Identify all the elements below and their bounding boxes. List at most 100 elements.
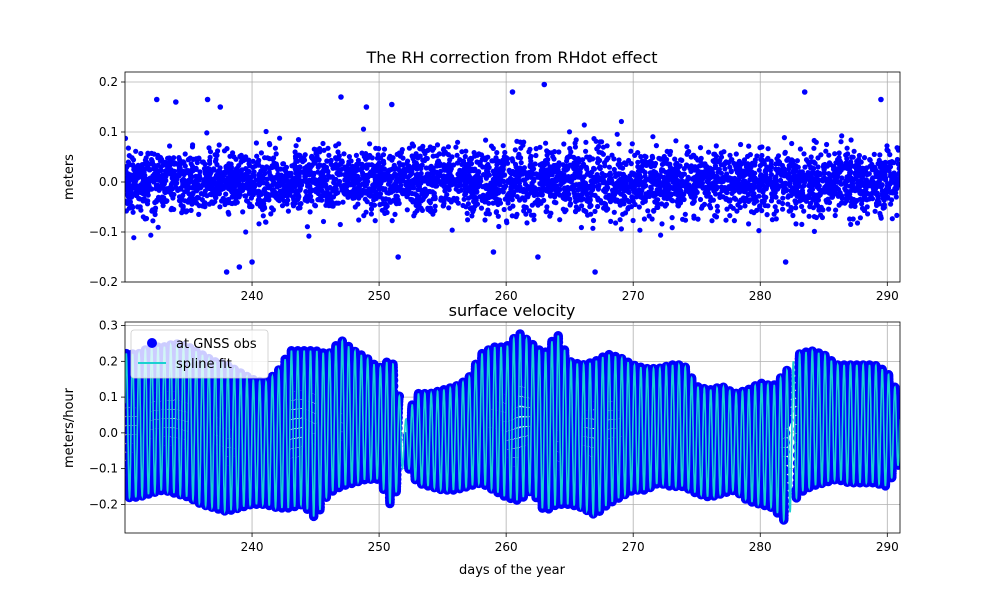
- rh-correction-point: [799, 197, 805, 203]
- rh-correction-point: [249, 203, 255, 210]
- rh-correction-point: [293, 143, 299, 149]
- rh-correction-point: [212, 152, 218, 158]
- rh-correction-point: [763, 186, 769, 192]
- rh-correction-point: [871, 188, 877, 194]
- rh-correction-point: [362, 196, 368, 202]
- rh-correction-point: [612, 190, 618, 197]
- rh-correction-point: [132, 176, 138, 182]
- rh-correction-point: [617, 164, 623, 170]
- rh-correction-point: [673, 138, 679, 144]
- rh-correction-point: [832, 212, 838, 219]
- rh-correction-point: [824, 141, 830, 148]
- rh-correction-point: [464, 210, 470, 216]
- rh-correction-point: [173, 160, 179, 167]
- rh-correction-point: [560, 162, 566, 168]
- rh-correction-point: [645, 191, 651, 198]
- rh-correction-point: [240, 209, 246, 215]
- rh-correction-point: [613, 180, 619, 187]
- rh-correction-point: [393, 180, 399, 187]
- rh-correction-point: [709, 218, 715, 224]
- rh-correction-point: [202, 177, 208, 183]
- rh-correction-point: [746, 221, 752, 227]
- rh-correction-point: [459, 149, 465, 155]
- rh-correction-point: [460, 158, 467, 164]
- rh-correction-point: [759, 161, 765, 167]
- rh-correction-point: [699, 180, 706, 186]
- rh-correction-point: [720, 178, 726, 184]
- rh-correction-point: [228, 183, 235, 190]
- rh-correction-point: [478, 205, 485, 211]
- rh-correction-point: [520, 189, 526, 195]
- rh-correction-point: [705, 190, 712, 196]
- rh-correction-point: [270, 207, 276, 213]
- rh-correction-point: [319, 183, 325, 189]
- rh-correction-point: [726, 160, 732, 166]
- rh-correction-point: [799, 190, 805, 196]
- rh-correction-point: [556, 186, 562, 192]
- rh-correction-point: [188, 207, 194, 213]
- rh-correction-point: [264, 164, 270, 170]
- rh-correction-point: [465, 217, 471, 223]
- rh-correction-point: [621, 193, 627, 199]
- rh-correction-point: [298, 169, 304, 175]
- rh-correction-point: [590, 225, 596, 231]
- rh-correction-point: [752, 159, 758, 165]
- rh-correction-point: [377, 191, 384, 197]
- rh-correction-point: [279, 203, 286, 209]
- rh-correction-point: [723, 195, 729, 202]
- rh-correction-point: [760, 157, 766, 163]
- rh-correction-point: [819, 187, 825, 194]
- rh-correction-point: [498, 174, 504, 180]
- rh-correction-point: [798, 172, 804, 178]
- rh-correction-point: [381, 173, 387, 179]
- rh-correction-point: [651, 207, 657, 214]
- rh-correction-point: [875, 196, 881, 202]
- rh-correction-point: [710, 197, 717, 203]
- rh-correction-point: [263, 128, 269, 135]
- rh-correction-point: [189, 167, 195, 173]
- rh-correction-point: [885, 195, 891, 201]
- rh-correction-point: [617, 202, 623, 208]
- rh-correction-point: [425, 147, 431, 153]
- rh-correction-point: [643, 154, 649, 160]
- rh-correction-point: [681, 196, 687, 203]
- rh-correction-point: [652, 160, 659, 167]
- rh-correction-point: [461, 196, 467, 202]
- rh-correction-point: [455, 139, 461, 145]
- rh-correction-point: [617, 217, 623, 223]
- rh-correction-point: [148, 161, 154, 167]
- rh-correction-point: [440, 151, 447, 157]
- rh-correction-point: [418, 163, 424, 169]
- rh-correction-point: [386, 155, 392, 161]
- rh-correction-point: [762, 169, 769, 175]
- rh-correction-point: [600, 151, 607, 157]
- rh-correction-point: [412, 210, 418, 216]
- rh-correction-point: [638, 154, 644, 160]
- rh-correction-point: [315, 164, 321, 170]
- rh-correction-point: [697, 196, 704, 203]
- rh-correction-point: [213, 156, 219, 163]
- rh-correction-point: [403, 182, 410, 188]
- rh-correction-point: [209, 199, 215, 205]
- rh-correction-point: [810, 205, 817, 211]
- rh-correction-point: [353, 152, 359, 158]
- rh-correction-point: [269, 174, 275, 180]
- rh-correction-point: [128, 204, 134, 210]
- rh-correction-point: [571, 154, 577, 160]
- rh-correction-point: [737, 174, 743, 180]
- rh-correction-point: [731, 187, 737, 193]
- rh-correction-point: [138, 189, 144, 196]
- rh-correction-point: [362, 172, 368, 178]
- rh-correction-point: [125, 169, 129, 175]
- rh-correction-point: [709, 170, 715, 176]
- rh-correction-point: [496, 223, 502, 230]
- rh-correction-point: [754, 184, 760, 190]
- rh-correction-point: [309, 155, 315, 161]
- rh-correction-point: [662, 158, 668, 164]
- rh-correction-point: [859, 201, 865, 207]
- rh-correction-point: [706, 202, 713, 208]
- rh-correction-point: [275, 176, 281, 182]
- rh-correction-point: [176, 164, 182, 170]
- rh-correction-point: [858, 177, 865, 184]
- rh-correction-point: [718, 162, 724, 168]
